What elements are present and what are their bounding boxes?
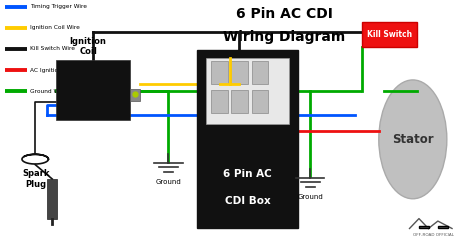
FancyBboxPatch shape: [211, 90, 228, 113]
Text: Timing Trigger Wire: Timing Trigger Wire: [30, 4, 87, 9]
FancyBboxPatch shape: [197, 50, 299, 229]
FancyBboxPatch shape: [438, 226, 448, 229]
Text: CDI Box: CDI Box: [225, 196, 271, 206]
Text: Wiring Diagram: Wiring Diagram: [223, 30, 346, 44]
FancyBboxPatch shape: [211, 61, 228, 84]
FancyBboxPatch shape: [419, 226, 429, 229]
Text: Ground Wire: Ground Wire: [30, 89, 67, 94]
Text: Kill Switch Wire: Kill Switch Wire: [30, 47, 75, 52]
FancyBboxPatch shape: [130, 89, 140, 101]
FancyBboxPatch shape: [56, 60, 130, 120]
Text: Ground: Ground: [297, 194, 323, 200]
Text: Ignition Coil Wire: Ignition Coil Wire: [30, 25, 80, 30]
Text: AC Ignition Power Wire: AC Ignition Power Wire: [30, 67, 97, 72]
FancyBboxPatch shape: [252, 61, 268, 84]
FancyBboxPatch shape: [206, 58, 289, 124]
Text: Kill Switch: Kill Switch: [367, 30, 412, 39]
Text: Spark
Plug: Spark Plug: [22, 169, 50, 189]
FancyBboxPatch shape: [231, 90, 248, 113]
FancyBboxPatch shape: [47, 179, 57, 219]
FancyBboxPatch shape: [362, 22, 417, 47]
FancyBboxPatch shape: [252, 90, 268, 113]
Text: OFF-ROAD OFFICIAL: OFF-ROAD OFFICIAL: [413, 234, 454, 238]
Text: Ground: Ground: [155, 179, 182, 185]
Text: Stator: Stator: [392, 133, 434, 146]
Text: Ignition
Coil: Ignition Coil: [70, 37, 107, 56]
Ellipse shape: [379, 80, 447, 199]
Text: 6 Pin AC: 6 Pin AC: [224, 169, 272, 179]
Text: 6 Pin AC CDI: 6 Pin AC CDI: [236, 7, 333, 21]
FancyBboxPatch shape: [231, 61, 248, 84]
